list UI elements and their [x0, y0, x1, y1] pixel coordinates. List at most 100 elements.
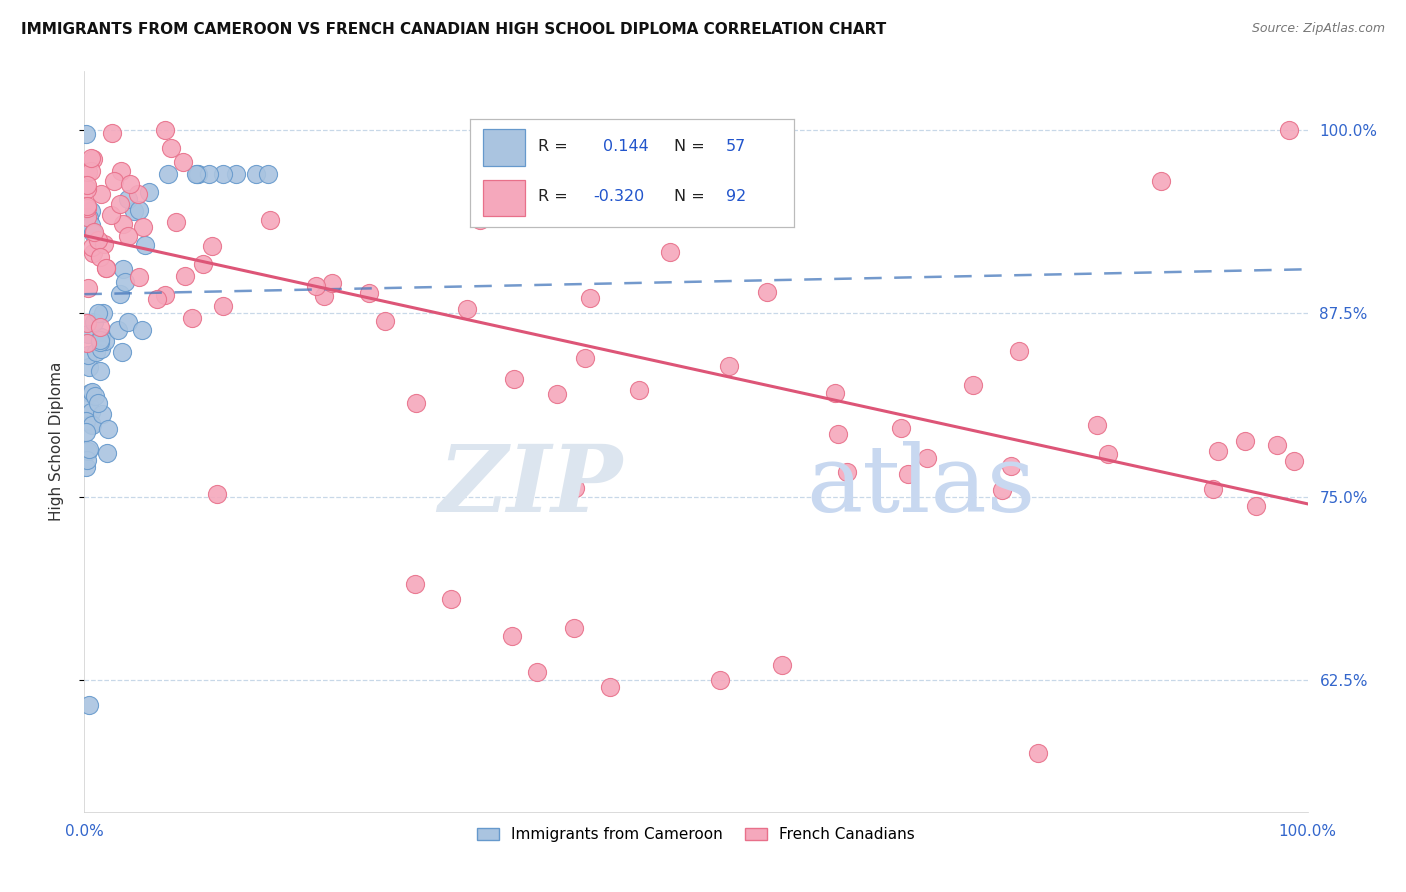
- Point: [93, 334, 115, 348]
- Point: [76, 453, 98, 467]
- Point: [186, 167, 208, 181]
- Point: [172, 155, 194, 169]
- Point: [87, 233, 110, 247]
- Point: [77, 359, 100, 374]
- Point: [1206, 444, 1229, 458]
- Point: [134, 238, 156, 252]
- Point: [76, 178, 98, 192]
- Point: [96, 261, 118, 276]
- Point: [404, 577, 426, 591]
- Point: [77, 442, 100, 456]
- Point: [153, 288, 176, 302]
- Point: [835, 466, 858, 480]
- Point: [212, 167, 235, 181]
- Point: [87, 306, 110, 320]
- Point: [84, 389, 107, 403]
- Point: [131, 323, 153, 337]
- Point: [103, 174, 125, 188]
- Point: [627, 383, 650, 397]
- Point: [562, 622, 585, 636]
- Point: [201, 238, 224, 252]
- Point: [96, 446, 118, 460]
- Point: [245, 167, 267, 181]
- Text: IMMIGRANTS FROM CAMEROON VS FRENCH CANADIAN HIGH SCHOOL DIPLOMA CORRELATION CHAR: IMMIGRANTS FROM CAMEROON VS FRENCH CANAD…: [21, 22, 886, 37]
- Point: [127, 187, 149, 202]
- Point: [80, 417, 103, 432]
- Point: [259, 212, 281, 227]
- Point: [1028, 746, 1050, 760]
- Point: [709, 673, 731, 687]
- Point: [1284, 454, 1306, 468]
- Point: [187, 167, 209, 181]
- Point: [100, 126, 122, 140]
- Point: [76, 182, 98, 196]
- Point: [120, 178, 142, 192]
- Point: [579, 291, 602, 305]
- Point: [82, 418, 104, 433]
- Point: [77, 211, 100, 225]
- Point: [75, 414, 97, 428]
- Point: [89, 333, 111, 347]
- Point: [824, 385, 846, 400]
- Point: [76, 199, 98, 213]
- Text: Source: ZipAtlas.com: Source: ZipAtlas.com: [1251, 22, 1385, 36]
- Point: [599, 680, 621, 694]
- Point: [93, 236, 115, 251]
- Point: [890, 421, 912, 435]
- Point: [225, 167, 247, 181]
- Point: [97, 422, 120, 436]
- Point: [112, 217, 135, 231]
- Point: [145, 292, 167, 306]
- Point: [128, 270, 150, 285]
- Point: [79, 151, 101, 165]
- Point: [574, 351, 596, 365]
- Point: [456, 301, 478, 316]
- Point: [174, 268, 197, 283]
- Point: [205, 487, 228, 501]
- Point: [1244, 500, 1267, 514]
- Point: [76, 211, 98, 225]
- Point: [165, 214, 187, 228]
- Point: [89, 364, 111, 378]
- Point: [468, 212, 491, 227]
- Point: [76, 444, 98, 458]
- Point: [117, 315, 139, 329]
- Point: [75, 128, 97, 142]
- Point: [321, 276, 343, 290]
- Point: [502, 629, 524, 643]
- Point: [110, 196, 132, 211]
- Y-axis label: High School Diploma: High School Diploma: [49, 362, 63, 521]
- Point: [359, 285, 381, 300]
- Point: [96, 261, 118, 276]
- Point: [1008, 343, 1031, 358]
- Point: [191, 257, 214, 271]
- Point: [75, 460, 97, 475]
- Point: [128, 202, 150, 217]
- Point: [314, 289, 336, 303]
- Point: [117, 229, 139, 244]
- Point: [564, 481, 586, 495]
- Point: [122, 204, 145, 219]
- Point: [108, 287, 131, 301]
- Point: [180, 310, 202, 325]
- Point: [89, 319, 111, 334]
- Point: [75, 425, 97, 439]
- Point: [114, 276, 136, 290]
- Point: [82, 385, 104, 400]
- Point: [991, 483, 1014, 497]
- Point: [186, 167, 208, 181]
- Point: [1085, 418, 1108, 433]
- Point: [827, 426, 849, 441]
- Point: [138, 185, 160, 199]
- Point: [91, 407, 114, 421]
- Point: [1202, 482, 1225, 496]
- Point: [526, 665, 548, 680]
- Point: [76, 201, 98, 215]
- Point: [1150, 174, 1173, 188]
- Point: [90, 342, 112, 356]
- Point: [1000, 458, 1022, 473]
- Point: [110, 164, 132, 178]
- Point: [90, 329, 112, 343]
- Point: [1265, 438, 1288, 452]
- Point: [77, 698, 100, 712]
